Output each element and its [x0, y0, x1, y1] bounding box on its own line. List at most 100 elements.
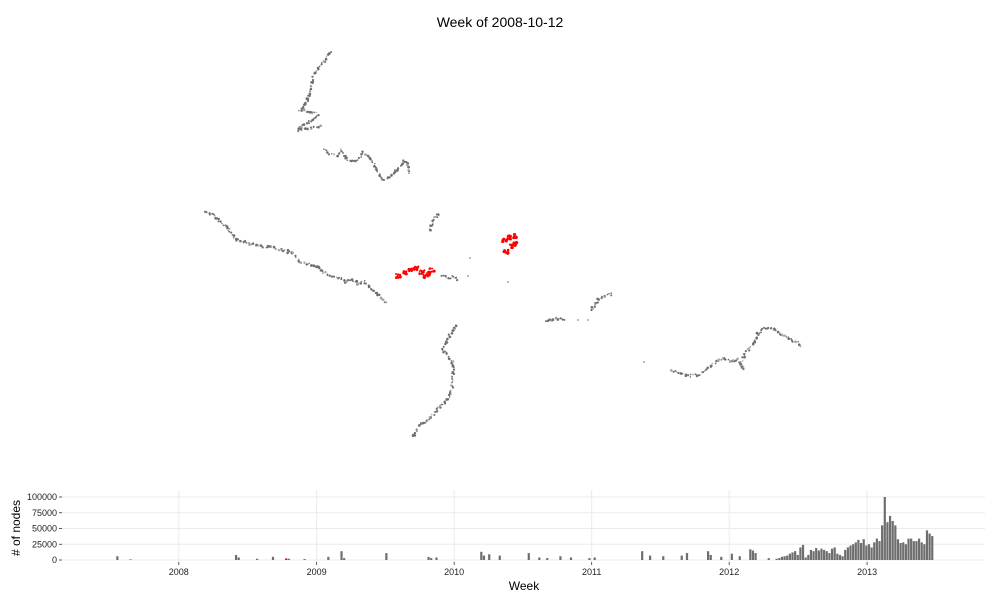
trace-point	[448, 357, 451, 361]
week-bar	[849, 545, 852, 560]
week-bar	[340, 551, 343, 560]
week-bar	[881, 525, 884, 560]
trace-point	[311, 78, 315, 81]
trace-point	[694, 373, 697, 375]
trace-point	[212, 213, 215, 216]
week-bar	[559, 556, 562, 560]
highlight-point	[396, 273, 400, 276]
trace-point	[415, 429, 419, 433]
trace-point	[236, 238, 240, 241]
week-bar	[899, 542, 902, 560]
week-bar	[838, 554, 842, 560]
trace-point	[303, 261, 306, 264]
trace-point	[302, 108, 306, 112]
trace-point	[330, 275, 334, 278]
stray-point	[467, 275, 469, 277]
trace-point	[739, 362, 742, 365]
trace-point	[776, 330, 780, 334]
y-tick-label: 100000	[27, 492, 57, 502]
trace-point	[333, 275, 336, 278]
trace-point	[755, 336, 759, 340]
trace-point	[311, 112, 314, 115]
trace-point	[706, 366, 709, 369]
trace-point	[342, 152, 344, 154]
histogram-bars	[116, 497, 934, 560]
trace-point	[423, 421, 426, 424]
trace-point	[321, 270, 324, 273]
week-bar	[720, 556, 723, 560]
trace-point	[327, 153, 330, 156]
trace-map	[203, 51, 802, 438]
trace-point	[714, 362, 717, 365]
trace-point	[297, 127, 301, 131]
week-bar	[809, 549, 813, 560]
trace-point	[251, 242, 255, 245]
trace-point	[226, 226, 229, 230]
week-bar	[917, 538, 921, 560]
highlight-point	[504, 239, 507, 243]
trace-point	[222, 224, 225, 227]
week-bar	[641, 551, 644, 560]
highlight-point	[428, 267, 431, 270]
trace-point	[702, 371, 705, 374]
trace-point	[590, 306, 594, 309]
trace-point	[317, 125, 320, 129]
trace-point	[239, 239, 242, 242]
trace-point	[799, 345, 802, 348]
trace-point	[454, 324, 458, 328]
trace-point	[321, 62, 323, 64]
trace-point	[337, 276, 341, 279]
highlight-point	[511, 243, 515, 247]
trace-point	[307, 120, 310, 122]
trace-point	[794, 340, 797, 344]
trace-point	[310, 127, 313, 131]
y-axis-label: # of nodes	[9, 500, 23, 556]
week-bar	[303, 559, 306, 560]
trace-point	[349, 279, 352, 282]
chart-title: Week of 2008-10-12	[436, 14, 564, 30]
week-bar	[928, 533, 931, 560]
stray-point	[469, 257, 471, 259]
week-bar	[256, 558, 259, 560]
stray-point	[643, 361, 645, 363]
trace-point	[782, 334, 785, 337]
trace-point	[359, 282, 362, 285]
week-bar	[569, 557, 573, 560]
trace-point	[455, 276, 458, 279]
highlight-point	[402, 271, 405, 274]
trace-point	[736, 357, 739, 361]
trace-center-right	[440, 274, 459, 282]
week-bar	[480, 551, 483, 560]
week-bar	[875, 538, 878, 560]
trace-point	[748, 346, 751, 349]
week-bar	[435, 557, 438, 560]
trace-point	[417, 424, 421, 427]
highlight-point	[506, 250, 508, 253]
trace-point	[306, 127, 309, 129]
trace-point	[451, 386, 455, 389]
trace-point	[373, 290, 376, 293]
histogram-y-ticks: 0 25000 50000 75000 100000	[27, 492, 62, 565]
trace-point	[450, 384, 453, 387]
trace-point	[450, 332, 454, 335]
trace-point	[351, 159, 354, 162]
week-bar	[904, 544, 907, 560]
trace-point	[381, 298, 385, 302]
trace-point	[303, 103, 306, 107]
trace-point	[677, 371, 680, 375]
trace-point	[689, 373, 692, 376]
trace-point	[325, 55, 328, 57]
trace-point	[305, 97, 309, 101]
week-bar	[799, 547, 802, 560]
trace-point	[297, 258, 300, 261]
week-bar	[788, 553, 791, 560]
histogram-grid	[62, 490, 985, 562]
trace-point	[695, 374, 699, 378]
week-bar	[896, 539, 900, 560]
trace-point	[308, 92, 312, 96]
trace-point	[378, 175, 382, 178]
highlight-point	[418, 272, 421, 275]
trace-point	[344, 154, 347, 158]
trace-point	[315, 111, 317, 114]
